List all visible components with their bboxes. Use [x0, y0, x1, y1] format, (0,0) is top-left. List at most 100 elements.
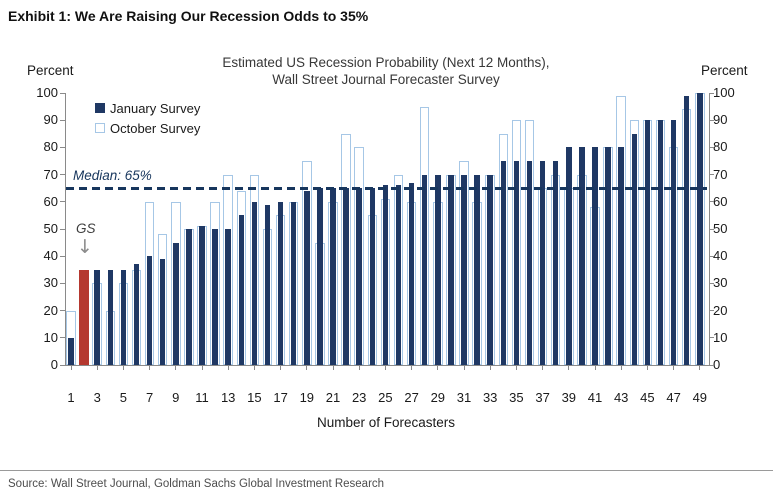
y-tick-label-right: 10: [713, 329, 728, 345]
january-survey-bar: [343, 188, 349, 365]
y-tick-label-left: 80: [43, 139, 58, 155]
x-tick-label: 45: [640, 390, 655, 405]
y-axis-label-right: Percent: [701, 63, 748, 78]
source-divider: [0, 470, 773, 471]
x-tick-label: 27: [404, 390, 419, 405]
x-tick-label: 21: [325, 390, 341, 405]
chart-title-line2: Wall Street Journal Forecaster Survey: [272, 72, 500, 87]
january-survey-bar: [290, 201, 297, 365]
y-tick-mark-right: [709, 255, 714, 257]
legend-label-october: October Survey: [110, 120, 201, 136]
y-tick-mark-right: [709, 337, 714, 339]
x-tick-mark: [620, 366, 622, 370]
y-tick-label-right: 0: [713, 357, 721, 372]
january-survey-bar: [526, 161, 533, 365]
x-tick-label: 17: [273, 390, 288, 405]
january-survey-bar: [552, 161, 559, 365]
x-tick-label: 1: [67, 390, 75, 405]
y-tick-mark-right: [709, 174, 714, 176]
y-tick-mark-right: [709, 146, 714, 148]
x-tick-label: 29: [430, 390, 446, 405]
january-survey-bar: [683, 95, 690, 365]
x-tick-mark: [411, 366, 413, 370]
y-tick-label-right: 40: [713, 248, 728, 264]
y-tick-label-left: 60: [43, 193, 58, 209]
january-swatch-icon: [95, 103, 105, 113]
y-tick-label-right: 90: [713, 112, 728, 128]
y-tick-mark-left: [60, 228, 65, 230]
january-survey-bar: [159, 258, 166, 365]
january-survey-bar: [592, 147, 598, 365]
y-tick-label-right: 60: [713, 193, 728, 209]
january-survey-bar: [133, 264, 140, 365]
y-tick-mark-right: [709, 364, 714, 366]
january-survey-bar: [500, 161, 507, 365]
legend-label-january: January Survey: [110, 100, 201, 116]
y-tick-mark-left: [60, 119, 65, 121]
january-survey-bar: [330, 188, 336, 365]
january-survey-bar: [657, 120, 664, 365]
x-tick-mark: [96, 366, 98, 370]
x-tick-label: 23: [351, 390, 367, 405]
january-survey-bar: [448, 174, 454, 365]
y-tick-mark-right: [709, 119, 714, 121]
january-survey-bar: [618, 147, 624, 365]
january-survey-bar: [474, 174, 480, 365]
y-tick-label-right: 70: [713, 166, 728, 182]
x-tick-label: 43: [613, 390, 629, 405]
x-tick-mark: [306, 366, 308, 370]
january-survey-bar: [421, 174, 428, 365]
x-tick-label: 13: [220, 390, 236, 405]
january-survey-bar: [120, 269, 127, 365]
y-tick-label-left: 0: [50, 357, 58, 372]
x-tick-label: 3: [93, 390, 101, 405]
january-survey-bar: [697, 93, 703, 365]
x-tick-mark: [646, 366, 648, 370]
january-survey-bar: [670, 120, 677, 365]
y-tick-mark-right: [709, 228, 714, 230]
y-tick-mark-right: [709, 282, 714, 284]
legend: January Survey October Survey: [95, 98, 200, 138]
y-tick-mark-right: [709, 92, 714, 94]
x-tick-label: 39: [561, 390, 577, 405]
january-survey-bar: [225, 229, 231, 365]
legend-item-october: October Survey: [95, 118, 200, 138]
january-survey-bar: [566, 147, 572, 365]
january-survey-bar: [186, 229, 192, 365]
down-arrow-icon: ↓: [77, 236, 93, 258]
x-tick-mark: [332, 366, 334, 370]
x-tick-label: 31: [456, 390, 472, 405]
exhibit-title: Exhibit 1: We Are Raising Our Recession …: [8, 8, 369, 24]
y-tick-label-left: 50: [43, 221, 58, 236]
january-survey-bar: [146, 256, 153, 365]
source-text: Source: Wall Street Journal, Goldman Sac…: [8, 478, 385, 490]
january-survey-bar: [382, 185, 389, 365]
x-tick-label: 25: [378, 390, 393, 405]
y-tick-label-right: 30: [713, 275, 728, 291]
x-axis-title: Number of Forecasters: [316, 415, 456, 430]
x-tick-mark: [542, 366, 544, 370]
january-survey-bar: [631, 133, 638, 365]
x-tick-label: 15: [247, 390, 262, 405]
january-survey-bar: [317, 188, 323, 365]
x-tick-label: 19: [299, 390, 315, 405]
y-tick-mark-left: [60, 337, 65, 339]
january-survey-bar: [264, 204, 271, 365]
x-tick-mark: [515, 366, 517, 370]
january-survey-bar: [251, 201, 258, 365]
x-tick-mark: [358, 366, 360, 370]
x-tick-mark: [673, 366, 675, 370]
january-survey-bar: [435, 174, 441, 365]
january-survey-bar: [513, 161, 520, 365]
january-survey-bar: [487, 174, 493, 365]
x-tick-mark: [568, 366, 570, 370]
january-survey-bar: [277, 201, 284, 365]
x-tick-label: 35: [509, 390, 524, 405]
january-survey-bar: [68, 337, 74, 365]
y-tick-mark-right: [709, 310, 714, 312]
chart-title-line1: Estimated US Recession Probability (Next…: [222, 55, 550, 70]
january-survey-bar: [395, 185, 402, 365]
x-tick-mark: [70, 366, 72, 370]
y-tick-label-left: 100: [36, 85, 58, 100]
